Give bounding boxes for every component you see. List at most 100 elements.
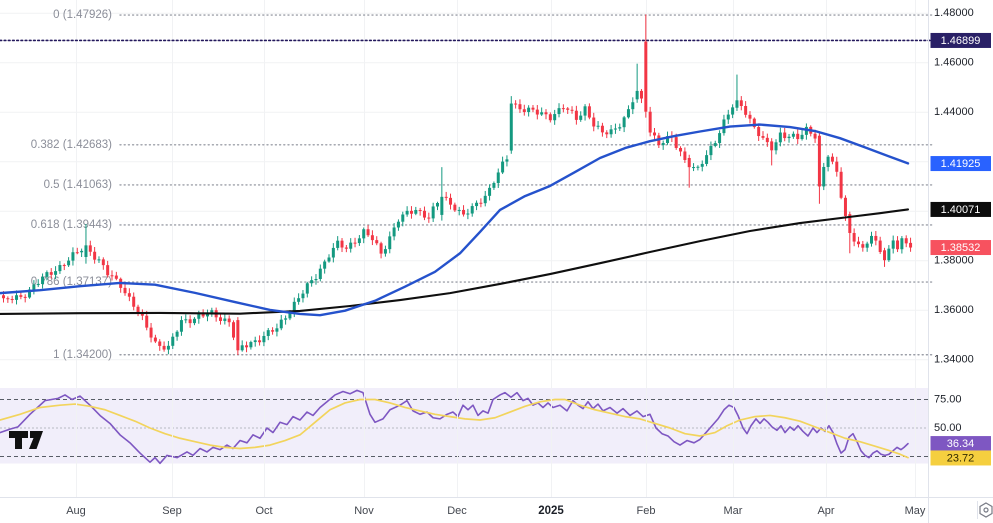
axis-clip-mask [929,466,993,497]
price-axis-label: 1.44000 [934,106,974,118]
rsi-value-badge: 36.34 [930,436,991,452]
candle-body [32,284,36,290]
candle-body [692,167,696,169]
candle-body [405,210,409,215]
candle-body [496,172,500,184]
candle-body [219,317,222,321]
candle-body [305,283,309,294]
month-label: Aug [66,505,86,517]
candle-body [388,236,392,250]
candle-body [635,90,639,100]
candle-body [653,132,656,136]
candle-body [748,114,752,119]
candle-body [106,265,110,276]
rsi-pane-background [0,388,928,464]
candle-body [297,298,301,302]
candle-body [370,235,374,241]
candle-body [67,260,71,266]
rsi-ma-line[interactable] [0,398,909,459]
candle-body [561,108,565,110]
candle-body [422,210,426,218]
candle-body [284,318,288,320]
candle-body [778,132,782,143]
candle-body [414,209,418,214]
candle-body [453,204,457,211]
candle-body [383,249,387,254]
candle-body [127,293,131,297]
fib-retracement[interactable]: 0 (1.47926) 0.382 (1.42683) 0.5 (1.41063) 0… [31,9,935,361]
candle-body [201,314,205,317]
tradingview-logo[interactable] [8,429,44,450]
candle-body [271,330,275,332]
candle-body [505,159,509,162]
ma-fast-line[interactable] [0,123,910,317]
candle-body [184,319,188,321]
candle-body [409,210,413,214]
candle-body [787,136,791,139]
pane-settings-icon[interactable] [979,502,993,518]
candle-body [205,314,209,317]
candle-body [835,161,839,172]
candle-body [275,328,279,332]
candle-body [839,171,843,198]
svg-text:1.40071: 1.40071 [941,204,981,216]
price-axis[interactable]: 1.48000 1.46000 1.44000 1.38000 1.36000 1.340… [930,7,992,466]
candle-body [891,240,895,249]
candle-body [648,111,652,133]
candle-body [258,340,262,343]
candle-body [535,109,539,115]
ma-slow-line[interactable] [0,208,910,315]
candle-body [97,259,101,261]
candle-body [6,298,10,300]
candle-body [62,265,66,267]
candle-body [817,135,821,187]
candle-body [639,90,643,99]
candle-body [813,133,817,139]
candle-body [605,132,609,135]
candle-body [531,107,535,110]
candle-body [84,245,88,257]
ma-slow-price-badge: 1.40071 [930,201,991,217]
candle-body [188,319,192,324]
candle-body [418,209,422,211]
candle-body [852,232,856,242]
candles-series[interactable] [2,14,913,355]
fib-level-label: 0 (1.47926) [53,9,112,21]
tradingview-logo-mark [9,431,43,449]
candle-body [19,295,23,297]
candle-body [666,136,670,144]
candle-body [162,345,166,350]
candle-body [631,102,635,110]
ma-fast-price-badge: 1.41925 [930,156,991,172]
candle-body [722,119,726,134]
candle-body [783,132,787,139]
candle-body [726,114,730,120]
candle-body [145,315,149,328]
candle-body [401,214,405,222]
candle-body [310,280,314,284]
candle-body [843,197,847,216]
candle-body [245,345,249,348]
candle-body [774,142,778,151]
candle-body [587,106,591,118]
candle-body [600,125,604,133]
candle-body [765,137,769,143]
candle-body [566,108,570,110]
candle-body [514,103,518,105]
candle-body [132,296,136,307]
candle-body [735,100,739,108]
candle-body [609,129,613,135]
candle-body [848,214,852,233]
candle-body [266,330,270,336]
candle-body [683,151,687,160]
candle-body [757,127,761,137]
candle-body [101,259,105,266]
candle-body [80,250,84,253]
candle-body [232,322,236,338]
rsi-pane[interactable] [0,388,928,465]
candle-body [179,320,183,332]
candle-body [553,114,557,121]
time-axis[interactable]: Aug Sep Oct Nov Dec 2025 Feb Mar Apr May [66,505,926,517]
